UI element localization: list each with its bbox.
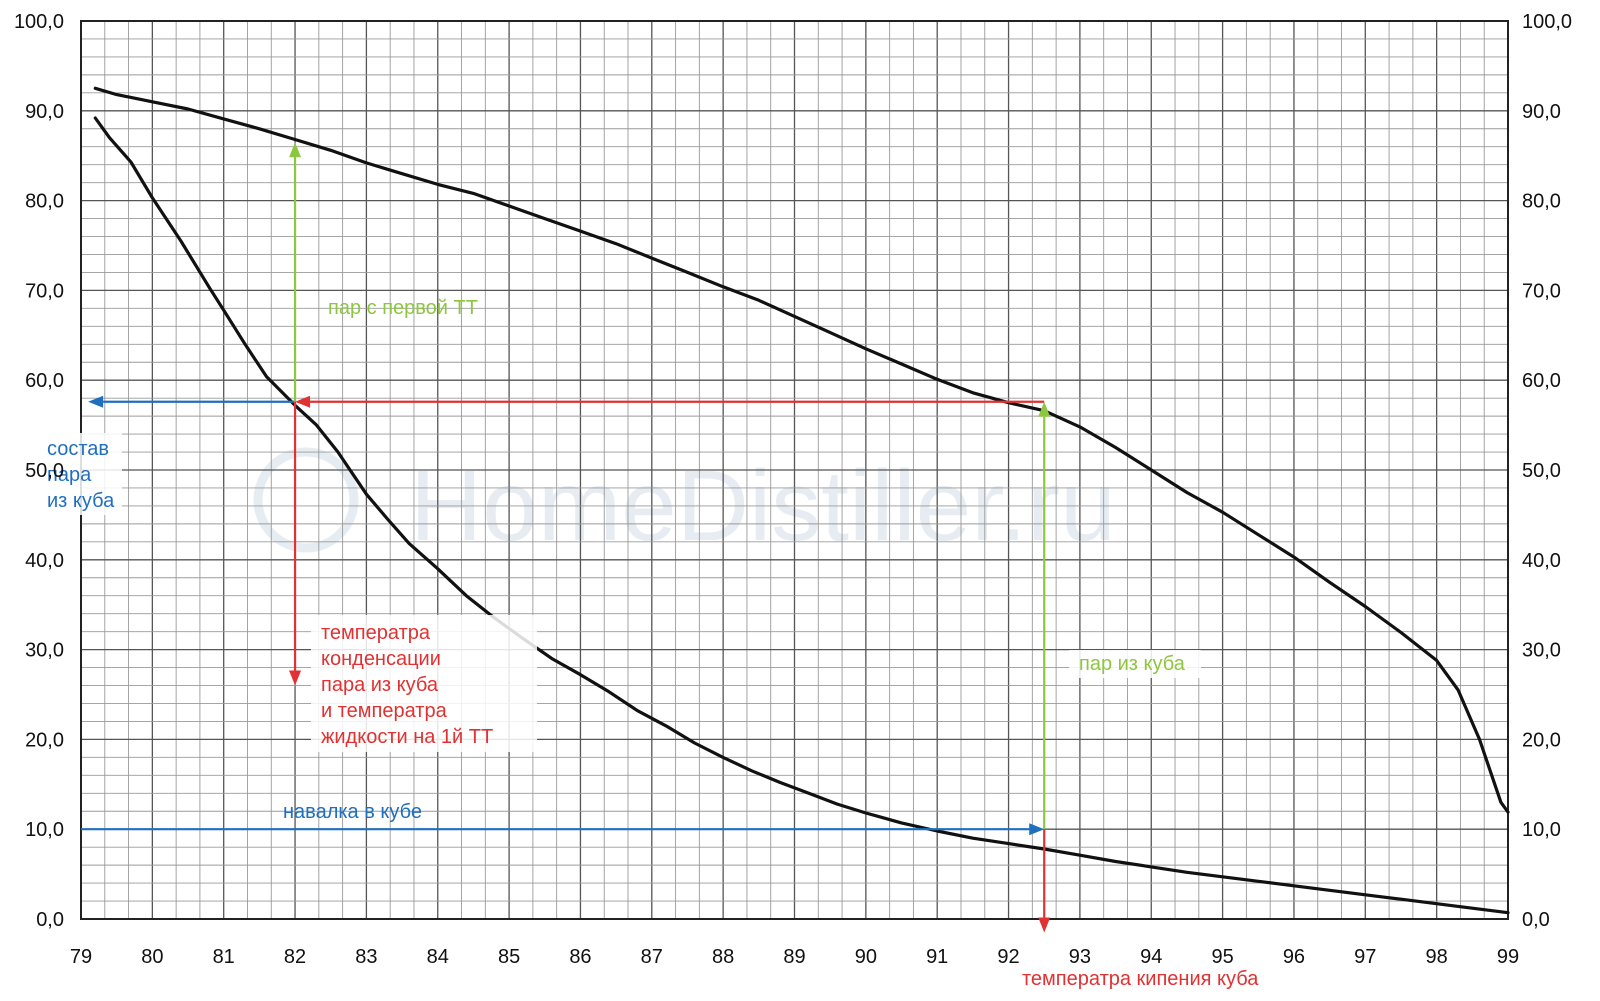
- annotation-background: [1069, 650, 1201, 678]
- y-tick-label-left: 60,0: [25, 370, 64, 392]
- annotation-text: пара: [47, 464, 92, 486]
- x-tick-label: 90: [855, 946, 877, 968]
- x-tick-label: 84: [427, 946, 449, 968]
- x-tick-label: 83: [355, 946, 377, 968]
- arrow-head-1: [88, 395, 104, 408]
- y-tick-label-right: 0,0: [1522, 909, 1550, 931]
- annotation-text: пара из куба: [321, 674, 439, 696]
- x-tick-label: 93: [1069, 946, 1091, 968]
- arrow-head-2: [295, 395, 311, 408]
- arrow-head-3: [289, 142, 302, 158]
- annotation-text: температра: [321, 622, 431, 644]
- annotation-text: пар из куба: [1079, 653, 1186, 675]
- y-tick-label-right: 70,0: [1522, 280, 1561, 302]
- x-tick-label: 89: [783, 946, 805, 968]
- x-tick-label: 80: [141, 946, 163, 968]
- y-tick-label-left: 80,0: [25, 191, 64, 213]
- arrow-head-7: [1038, 917, 1051, 933]
- x-tick-label: 91: [926, 946, 948, 968]
- annotation-text: пар с первой ТТ: [328, 297, 478, 319]
- y-tick-label-left: 100,0: [14, 11, 64, 33]
- x-tick-label: 92: [997, 946, 1019, 968]
- arrow-head-6: [1029, 823, 1045, 836]
- x-tick-label: 98: [1426, 946, 1448, 968]
- annotation-text: состав: [47, 438, 109, 460]
- x-tick-label: 82: [284, 946, 306, 968]
- annotation-text: из куба: [47, 490, 115, 512]
- annotation-text: жидкости на 1й ТТ: [321, 726, 493, 748]
- annotation-background: [40, 433, 122, 515]
- tick-labels: 79 80 81 82 83 84 85 86 87 88 89 90 91 92 93 94 95 96 97 98…: [14, 11, 1572, 968]
- y-tick-label-left: 10,0: [25, 819, 64, 841]
- annotation-text: и температра: [321, 700, 448, 722]
- y-tick-label-right: 80,0: [1522, 191, 1561, 213]
- y-tick-label-left: 30,0: [25, 640, 64, 662]
- y-tick-label-left: 50,0: [25, 460, 64, 482]
- y-tick-label-right: 20,0: [1522, 729, 1561, 751]
- x-tick-label: 99: [1497, 946, 1519, 968]
- series-line-2: [93, 116, 1510, 915]
- x-tick-label: 96: [1283, 946, 1305, 968]
- x-tick-label: 94: [1140, 946, 1162, 968]
- arrow-head-5: [1038, 401, 1051, 417]
- x-tick-label: 87: [641, 946, 663, 968]
- annotations-group: пар с первой ТТ состав пара из куба температ…: [40, 297, 1259, 990]
- y-tick-label-left: 70,0: [25, 280, 64, 302]
- x-tick-label: 95: [1211, 946, 1233, 968]
- y-tick-label-right: 30,0: [1522, 640, 1561, 662]
- y-tick-label-left: 40,0: [25, 550, 64, 572]
- y-tick-label-right: 60,0: [1522, 370, 1561, 392]
- annotation-text: конденсации: [321, 648, 441, 670]
- y-tick-label-left: 90,0: [25, 101, 64, 123]
- y-tick-label-right: 10,0: [1522, 819, 1561, 841]
- x-tick-label: 85: [498, 946, 520, 968]
- x-tick-label: 81: [213, 946, 235, 968]
- y-tick-label-right: 40,0: [1522, 550, 1561, 572]
- x-tick-label: 97: [1354, 946, 1376, 968]
- x-tick-label: 86: [569, 946, 591, 968]
- series-group: [93, 86, 1510, 915]
- annotation-text: навалка в кубе: [283, 801, 422, 823]
- x-tick-label: 79: [70, 946, 92, 968]
- x-tick-label: 88: [712, 946, 734, 968]
- arrow-head-4: [289, 670, 302, 686]
- annotation-background: [311, 615, 537, 752]
- arrows-group: [81, 142, 1051, 933]
- y-tick-label-left: 0,0: [36, 909, 64, 931]
- y-tick-label-right: 50,0: [1522, 460, 1561, 482]
- series-line-1: [93, 86, 1510, 814]
- y-tick-label-right: 100,0: [1522, 11, 1572, 33]
- y-tick-label-left: 20,0: [25, 729, 64, 751]
- y-tick-label-right: 90,0: [1522, 101, 1561, 123]
- annotation-text: температра кипения куба: [1022, 968, 1259, 990]
